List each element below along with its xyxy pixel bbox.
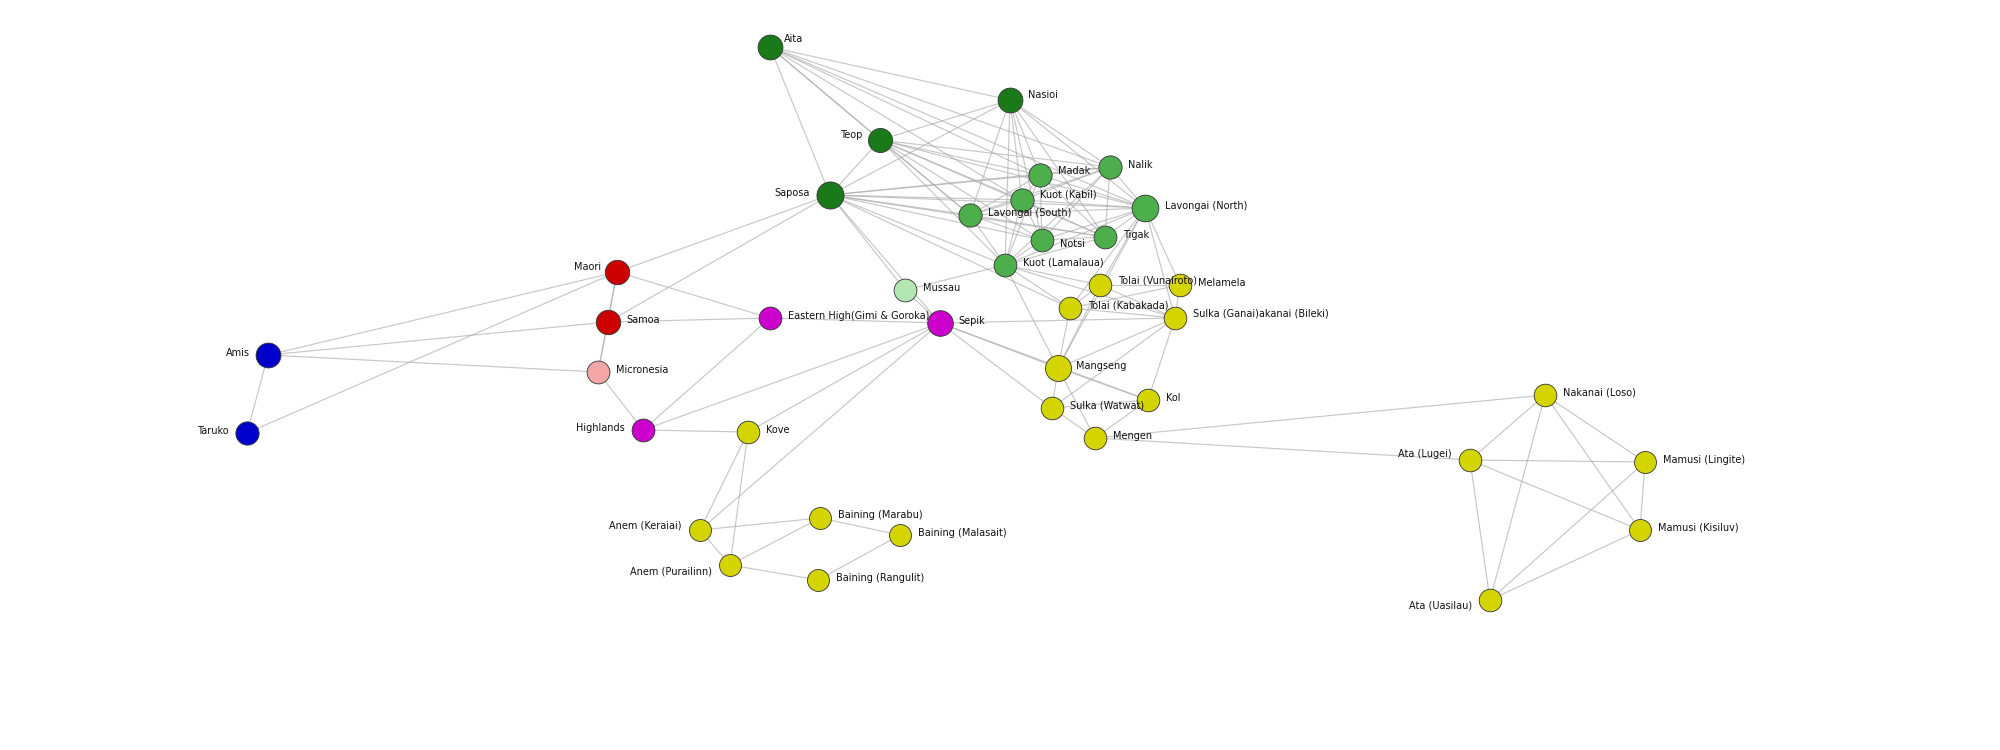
Point (582, 366, 614, 378)
Text: Sulka (Watwat): Sulka (Watwat) (1070, 400, 1144, 411)
Text: Baining (Malasait): Baining (Malasait) (918, 528, 1006, 538)
Point (1084, 279, 1116, 291)
Point (1132, 394, 1164, 406)
Text: Mamusi (Lingite): Mamusi (Lingite) (1664, 454, 1746, 465)
Text: Amis: Amis (226, 348, 250, 358)
Point (1024, 169, 1056, 181)
Point (628, 424, 660, 436)
Point (954, 209, 986, 221)
Text: Lavongai (South): Lavongai (South) (988, 208, 1072, 218)
Point (1628, 456, 1660, 468)
Point (1006, 194, 1038, 206)
Point (754, 41, 786, 53)
Text: Kol: Kol (1166, 393, 1180, 403)
Text: Ata (Uasilau): Ata (Uasilau) (1408, 601, 1472, 611)
Text: Kuot (Kabil): Kuot (Kabil) (1040, 190, 1096, 200)
Point (1454, 454, 1486, 466)
Text: Nasioi: Nasioi (1028, 91, 1058, 101)
Text: Baining (Rangulit): Baining (Rangulit) (836, 573, 924, 583)
Point (754, 312, 786, 324)
Text: Lavongai (North): Lavongai (North) (1164, 201, 1248, 211)
Text: Maori: Maori (574, 262, 600, 272)
Text: Samoa: Samoa (626, 315, 660, 325)
Text: Madak: Madak (1058, 166, 1090, 176)
Point (1036, 402, 1068, 414)
Text: Tigak: Tigak (1124, 230, 1150, 240)
Point (924, 317, 956, 329)
Text: Anem (Purailinn): Anem (Purailinn) (630, 567, 712, 577)
Text: Highlands: Highlands (576, 423, 624, 433)
Text: Aita: Aita (784, 34, 804, 44)
Point (732, 426, 764, 438)
Point (804, 512, 836, 524)
Point (988, 259, 1020, 271)
Point (802, 574, 834, 586)
Text: Sulka (Ganai)akanai (Bileki): Sulka (Ganai)akanai (Bileki) (1192, 308, 1328, 319)
Point (864, 134, 896, 146)
Point (884, 529, 916, 541)
Text: Mangseng: Mangseng (1076, 361, 1126, 370)
Point (1026, 234, 1058, 246)
Text: Kuot (Lamalaua): Kuot (Lamalaua) (1022, 257, 1104, 267)
Point (994, 94, 1026, 106)
Text: Ata (Lugei): Ata (Lugei) (1398, 449, 1452, 459)
Point (888, 284, 920, 296)
Text: Tolai (Kabakada): Tolai (Kabakada) (1088, 301, 1168, 310)
Text: Anem (Keraiai): Anem (Keraiai) (610, 520, 682, 530)
Point (1624, 524, 1656, 536)
Point (1054, 302, 1086, 314)
Point (252, 349, 284, 361)
Text: Eastern High(Gimi & Goroka): Eastern High(Gimi & Goroka) (788, 310, 930, 321)
Point (1088, 231, 1120, 243)
Text: Melamela: Melamela (1198, 278, 1246, 288)
Text: Kove: Kove (766, 424, 790, 435)
Point (814, 189, 846, 201)
Text: Mamusi (Kisiluv): Mamusi (Kisiluv) (1658, 523, 1738, 532)
Point (230, 427, 264, 439)
Point (1080, 432, 1112, 444)
Text: Mengen: Mengen (1112, 430, 1152, 441)
Text: Taruko: Taruko (198, 426, 228, 436)
Point (714, 559, 746, 571)
Point (600, 266, 632, 278)
Point (684, 524, 716, 536)
Text: Notsi: Notsi (1060, 239, 1084, 250)
Point (1094, 161, 1126, 173)
Point (592, 316, 624, 328)
Text: Baining (Marabu): Baining (Marabu) (838, 510, 922, 520)
Text: Nalik: Nalik (1128, 160, 1152, 170)
Point (1164, 279, 1196, 291)
Point (1042, 362, 1074, 374)
Point (1474, 594, 1506, 606)
Text: Saposa: Saposa (774, 188, 810, 198)
Text: Micronesia: Micronesia (616, 364, 668, 375)
Text: Tolai (Vunairoto): Tolai (Vunairoto) (1118, 275, 1196, 286)
Point (1160, 312, 1192, 324)
Text: Sepik: Sepik (958, 316, 984, 326)
Text: Nakanai (Loso): Nakanai (Loso) (1564, 388, 1636, 398)
Text: Mussau: Mussau (924, 283, 960, 292)
Point (1528, 389, 1560, 401)
Point (1128, 202, 1160, 214)
Text: Teop: Teop (840, 130, 862, 140)
